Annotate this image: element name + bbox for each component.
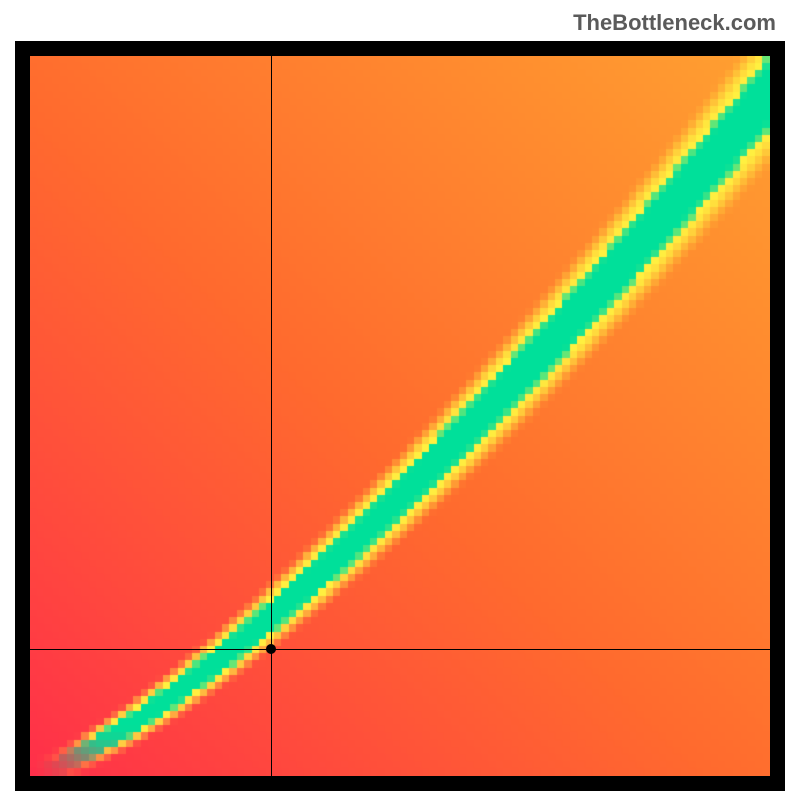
- crosshair-horizontal: [30, 649, 770, 650]
- watermark-text: TheBottleneck.com: [573, 10, 776, 36]
- heatmap-canvas: [30, 56, 770, 776]
- chart-container: TheBottleneck.com: [0, 0, 800, 800]
- crosshair-point: [266, 644, 276, 654]
- crosshair-vertical: [271, 56, 272, 776]
